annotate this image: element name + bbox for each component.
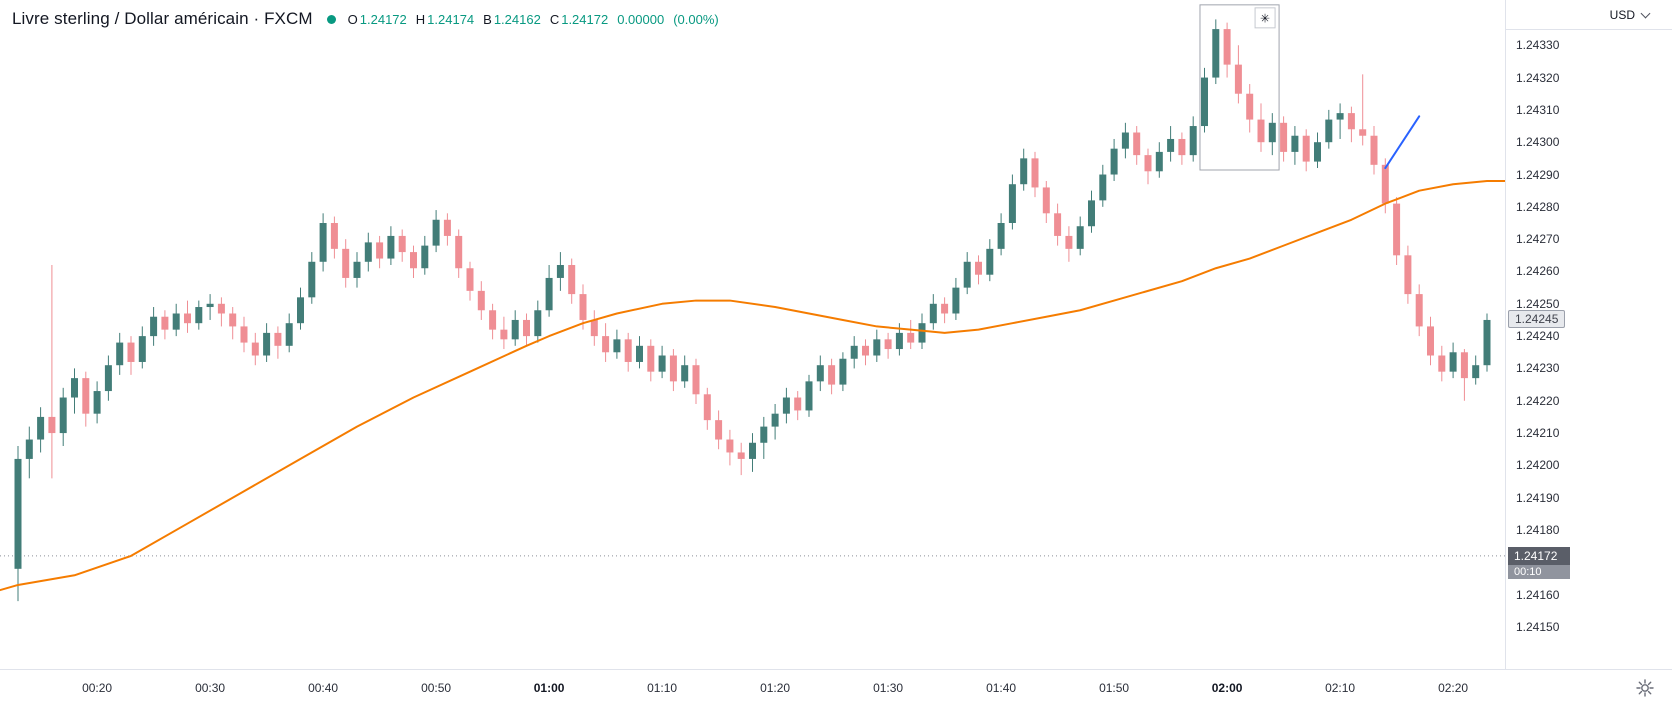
current-price-value: 1.24172	[1508, 546, 1570, 565]
time-tick-label: 01:00	[533, 681, 565, 695]
low-value: 1.24162	[493, 11, 541, 27]
price-tick-label: 1.24200	[1516, 458, 1560, 473]
price-tick-label: 1.24240	[1516, 329, 1560, 344]
price-tick-label: 1.24210	[1516, 426, 1560, 441]
price-tick-label: 1.24260	[1516, 264, 1560, 279]
selection-box[interactable]	[1199, 4, 1280, 171]
time-tick-label: 02:20	[1438, 681, 1469, 695]
currency-label: USD	[1609, 7, 1635, 22]
ma-line	[0, 179, 1505, 592]
change-percent: (0.00%)	[673, 11, 719, 27]
price-tick-label: 1.24250	[1516, 296, 1560, 311]
price-tick-label: 1.24230	[1516, 361, 1560, 376]
time-tick-label: 01:20	[760, 681, 791, 695]
current-price-label: 1.24172 00:10	[1508, 546, 1570, 579]
low-label: B	[483, 11, 492, 27]
price-tick-label: 1.24320	[1516, 70, 1560, 85]
open-label: O	[347, 11, 358, 27]
selection-box-icon-frame[interactable]	[1254, 7, 1276, 29]
time-axis[interactable]: 00:20 00:30 00:40 00:50 01:00 01:10 01:20 01:30…	[0, 669, 1672, 714]
price-tick-label: 1.24280	[1516, 199, 1560, 214]
price-tick-label: 1.24190	[1516, 490, 1560, 505]
market-status-dot-icon	[326, 14, 336, 24]
price-tick-label: 1.24290	[1516, 167, 1560, 182]
time-tick-label: 01:30	[873, 681, 904, 695]
price-tick-label: 1.24300	[1516, 135, 1560, 150]
price-axis[interactable]: USD 1.24330 1.24320 1.24310 1.24300 1.24290 1…	[1505, 0, 1672, 669]
time-tick-label: 01:10	[647, 681, 678, 695]
close-label: C	[549, 11, 560, 27]
chart-legend: Livre sterling / Dollar américain · FXCM…	[12, 9, 728, 29]
high-label: H	[415, 11, 426, 27]
time-tick-label: 00:50	[421, 681, 452, 695]
settings-gear-icon[interactable]	[1636, 679, 1654, 702]
currency-selector[interactable]: USD	[1506, 0, 1672, 30]
bar-countdown: 00:10	[1508, 564, 1570, 579]
candles	[14, 19, 1491, 602]
change-value: 0.00000	[617, 11, 665, 27]
symbol-title[interactable]: Livre sterling / Dollar américain · FXCM	[12, 9, 313, 28]
price-tick-label: 1.24150	[1516, 619, 1560, 634]
time-tick-label: 00:40	[308, 681, 339, 695]
time-tick-label: 00:30	[195, 681, 226, 695]
price-tick-label: 1.24310	[1516, 102, 1560, 117]
chevron-down-icon	[1640, 8, 1651, 18]
price-tick-label: 1.24180	[1516, 523, 1560, 538]
time-tick-label: 00:20	[82, 681, 113, 695]
price-tick-label: 1.24160	[1516, 587, 1560, 602]
ohlc-legend: O 1.24172 H 1.24174 B 1.24162 C 1.24172 …	[348, 12, 728, 27]
selection-box-icon: ✳	[1260, 11, 1270, 25]
high-value: 1.24174	[427, 11, 475, 27]
chart-pane[interactable]: ✳ Livre sterling / Dollar américain · FX…	[0, 0, 1505, 669]
trend-line[interactable]	[1384, 115, 1421, 170]
time-tick-label: 01:40	[986, 681, 1017, 695]
price-tick-label: 1.24220	[1516, 393, 1560, 408]
time-tick-label: 02:00	[1211, 681, 1243, 695]
open-value: 1.24172	[359, 11, 407, 27]
last-candle-price-label: 1.24245	[1508, 309, 1566, 328]
time-tick-label: 02:10	[1325, 681, 1356, 695]
price-tick-label: 1.24330	[1516, 38, 1560, 53]
time-tick-label: 01:50	[1099, 681, 1130, 695]
close-value: 1.24172	[561, 11, 609, 27]
candlestick-chart-canvas[interactable]: ✳	[0, 0, 1505, 669]
price-tick-label: 1.24270	[1516, 232, 1560, 247]
